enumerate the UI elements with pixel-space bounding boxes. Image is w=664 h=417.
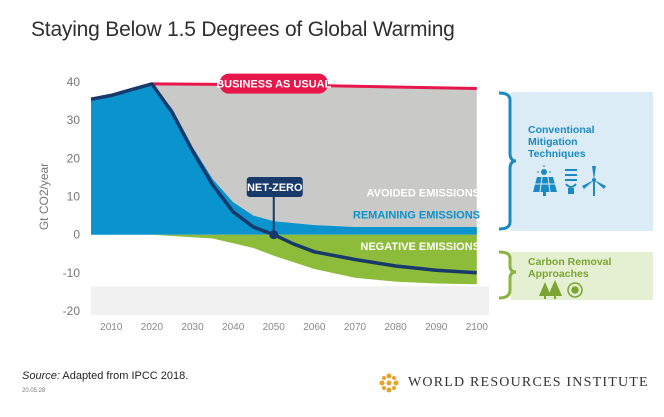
bau-label-pill: [219, 73, 328, 94]
x-tick-label: 2100: [466, 322, 489, 333]
y-tick-label: -20: [63, 304, 81, 318]
remaining-emissions-area: [91, 83, 477, 235]
negative-emissions-area: [151, 234, 477, 285]
y-tick-label: 30: [67, 113, 81, 127]
x-tick-label: 2020: [141, 322, 164, 333]
soil-icon: [567, 282, 583, 298]
light-bulb-icon: [565, 169, 577, 194]
carbon-removal-title: Carbon Removal Approaches: [528, 256, 614, 280]
x-tick-label: 2090: [425, 322, 448, 333]
source-note: Source: Adapted from IPCC 2018.: [22, 370, 189, 382]
negative-emissions-label: NEGATIVE EMISSIONS: [360, 241, 480, 253]
bau-label: BUSINESS AS USUAL: [216, 79, 331, 91]
x-tick-label: 2030: [181, 322, 204, 333]
x-tick-label: 2050: [263, 322, 286, 333]
mitigation-bracket: [498, 91, 517, 231]
mitigation-title: Conventional Mitigation Techniques: [528, 124, 597, 160]
net-zero-label: NET-ZERO: [247, 182, 303, 194]
y-tick-label: 0: [73, 228, 80, 242]
net-zero-label-box: [246, 176, 303, 197]
solar-panel-icon: [533, 165, 557, 196]
y-axis-title: Gt CO2/year: [37, 163, 51, 230]
avoided-emissions-label: AVOIDED EMISSIONS: [367, 188, 480, 200]
y-tick-label: 10: [67, 190, 81, 204]
carbon-removal-bracket: [498, 250, 517, 300]
net-zero-line: [90, 82, 477, 275]
x-tick-label: 2080: [384, 322, 407, 333]
org-name: WORLD RESOURCES INSTITUTE: [408, 375, 649, 390]
x-axis-band: [91, 286, 489, 315]
wri-logo-icon: [379, 373, 399, 393]
x-tick-label: 2060: [303, 322, 326, 333]
x-tick-label: 2070: [344, 322, 367, 333]
y-tick-label: 40: [67, 75, 81, 89]
x-tick-label: 2040: [222, 322, 245, 333]
wind-turbine-icon: [582, 166, 606, 196]
y-tick-label: -10: [63, 266, 81, 280]
avoided-emissions-area: [151, 83, 477, 235]
x-tick-label: 2010: [100, 322, 123, 333]
trees-icon: [539, 280, 562, 299]
chart-annotations: BUSINESS AS USUAL NET-ZERO AVOIDED EMISSIO…: [216, 73, 480, 253]
plot-area: [90, 82, 477, 285]
remaining-emissions-label: REMAINING EMISSIONS: [353, 210, 480, 222]
org-logo: WORLD RESOURCES INSTITUTE: [376, 372, 649, 394]
date-code: 20.05.28: [22, 388, 46, 394]
chart-title: Staying Below 1.5 Degrees of Global Warm…: [31, 18, 455, 41]
mitigation-panel: [511, 92, 653, 231]
y-tick-label: 20: [67, 151, 81, 165]
